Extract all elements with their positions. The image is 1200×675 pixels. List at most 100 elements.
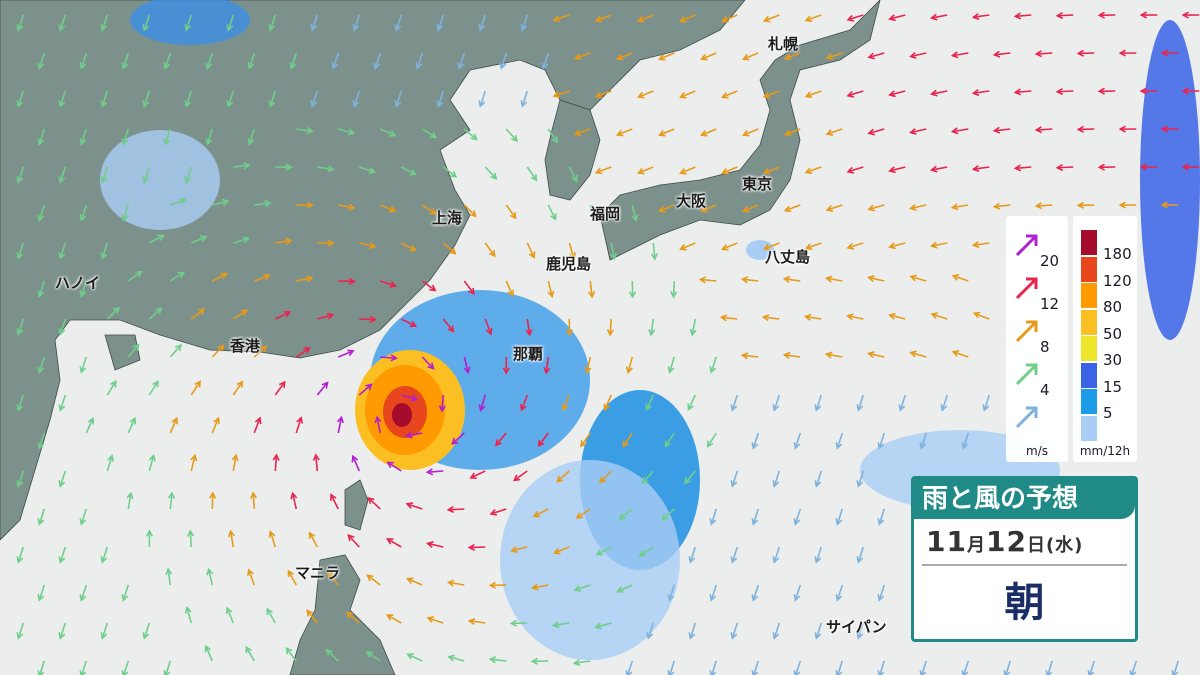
wind-arrow (762, 90, 780, 99)
wind-arrow (709, 356, 718, 374)
wind-arrow (227, 529, 235, 548)
wind-arrow (306, 609, 318, 624)
philippines (289, 554, 396, 675)
wind-arrow (888, 166, 906, 174)
wind-arrow (231, 453, 239, 472)
wind-arrow (106, 380, 117, 396)
wind-arrow (100, 90, 109, 108)
wind-arrow (190, 453, 198, 472)
wind-arrow (16, 470, 25, 488)
rain-legend-label: 5 (1103, 404, 1113, 422)
wind-arrow (253, 416, 262, 434)
wind-arrow (272, 453, 280, 472)
wind-arrow (1097, 11, 1116, 19)
wind-arrow (190, 380, 201, 396)
hainan (104, 334, 141, 371)
wind-arrow (526, 242, 536, 259)
wind-arrow (184, 90, 193, 108)
wind-arrow (698, 276, 717, 284)
wind-arrow (670, 280, 678, 299)
wind-arrow (877, 508, 886, 526)
wind-arrow (1139, 87, 1158, 95)
wind-arrow (205, 52, 214, 70)
wind-arrow (37, 356, 46, 374)
wind-arrow (657, 204, 675, 213)
wind-arrow (308, 531, 318, 548)
wind-arrow (783, 52, 801, 61)
wind-arrow (568, 166, 578, 183)
wind-arrow (709, 508, 718, 526)
wind-arrow (1034, 202, 1053, 210)
land-masses (0, 0, 881, 675)
wind-arrow (594, 166, 612, 175)
wind-arrow (573, 52, 591, 61)
wind-arrow (929, 241, 948, 249)
wind-arrow (359, 242, 377, 250)
wind-arrow (992, 202, 1011, 210)
wind-arrow (547, 128, 559, 144)
wind-arrow (951, 349, 969, 358)
wind-arrow (253, 345, 268, 358)
wind-arrow (142, 166, 151, 184)
wind-arrow (79, 204, 88, 222)
wind-arrow (1076, 201, 1095, 209)
wind-arrow (846, 242, 864, 250)
wind-arrow (867, 204, 885, 212)
wind-arrow (824, 351, 843, 359)
wind-arrow (657, 52, 675, 61)
wind-arrow (950, 127, 969, 135)
wind-arrow (793, 508, 802, 526)
wind-arrow (615, 128, 633, 137)
wind-arrow (741, 204, 759, 213)
wind-arrow (730, 470, 739, 488)
wind-arrow (232, 309, 249, 320)
wind-arrow (730, 546, 739, 564)
wind-arrow (526, 166, 538, 182)
wind-arrow (509, 619, 528, 627)
wind-legend-label: 12 (1040, 295, 1060, 313)
wind-legend-item: 8 (1006, 316, 1068, 356)
wind-arrow (909, 51, 927, 59)
wind-arrow (683, 470, 696, 485)
wind-arrow (421, 356, 435, 370)
wind-arrow (603, 394, 613, 412)
wind-arrow (405, 502, 423, 510)
wind-arrow (373, 52, 382, 70)
wind-arrow (187, 529, 195, 548)
wind-arrow (127, 270, 143, 282)
wind-arrow (1129, 660, 1138, 675)
wind-arrow (1045, 660, 1054, 675)
wind-arrow (783, 204, 801, 213)
wind-arrow (484, 242, 496, 258)
wind-arrow (268, 530, 277, 548)
wind-arrow (1034, 126, 1053, 134)
wind-arrow (249, 491, 258, 510)
wind-arrow (163, 128, 172, 146)
wind-arrow (79, 356, 88, 374)
wind-arrow (772, 546, 781, 564)
wind-arrow (971, 164, 990, 173)
wind-arrow (825, 204, 843, 212)
wind-arrow (446, 579, 465, 587)
wind-arrow (609, 242, 617, 261)
wind-arrow (100, 166, 109, 184)
wind-arrow (1003, 660, 1012, 675)
wind-arrow (106, 454, 115, 472)
wind-arrow (494, 432, 507, 447)
wind-arrow (1076, 125, 1095, 133)
wind-arrow (783, 128, 801, 137)
wind-arrow (121, 128, 130, 146)
wind-arrow (919, 660, 928, 675)
wind-arrow (530, 583, 549, 591)
wind-arrow (379, 204, 397, 213)
wind-speed-legend: 20 12 8 4 m/s (1006, 216, 1068, 462)
wind-arrow (877, 584, 886, 602)
wind-arrow (148, 380, 159, 396)
wind-arrow (338, 128, 356, 136)
wind-arrow (484, 166, 498, 180)
wind-arrow (451, 432, 465, 445)
wind-arrow (79, 660, 88, 675)
wind-arrow (951, 273, 969, 282)
wind-legend-label: 4 (1040, 381, 1050, 399)
